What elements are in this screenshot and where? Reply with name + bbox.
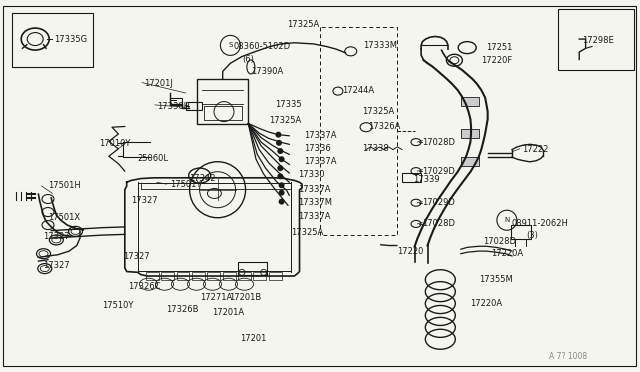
Bar [461, 157, 479, 166]
Text: 17335G: 17335G [54, 35, 88, 44]
Bar [207, 272, 220, 280]
Text: 17337A: 17337A [304, 131, 337, 140]
Circle shape [277, 173, 284, 179]
Text: 17333M: 17333M [364, 41, 397, 50]
Text: 17339: 17339 [413, 175, 440, 184]
Circle shape [275, 132, 282, 138]
Text: 17029D: 17029D [422, 198, 455, 207]
Bar [461, 97, 479, 106]
Circle shape [277, 165, 284, 171]
Text: 17028D: 17028D [422, 219, 456, 228]
Circle shape [277, 148, 284, 154]
Circle shape [278, 199, 285, 205]
Bar [170, 98, 182, 105]
Text: (3): (3) [526, 231, 538, 240]
Text: 17342: 17342 [189, 174, 215, 183]
Text: 08360-5102D: 08360-5102D [234, 42, 291, 51]
Text: 17330: 17330 [298, 170, 324, 179]
Circle shape [278, 190, 285, 196]
Bar [461, 129, 479, 138]
Text: (6): (6) [242, 55, 254, 64]
Bar [12, 13, 93, 67]
Text: 17335: 17335 [275, 100, 302, 109]
Bar [197, 79, 248, 124]
Bar [253, 272, 266, 280]
Text: 17337A: 17337A [298, 185, 330, 194]
Text: 17201J: 17201J [144, 79, 173, 88]
Bar [223, 272, 236, 280]
Circle shape [278, 156, 285, 162]
Circle shape [276, 140, 282, 146]
Text: 17501Y: 17501Y [170, 180, 201, 189]
Text: 17338: 17338 [362, 144, 388, 153]
Text: 17271A: 17271A [200, 293, 232, 302]
Text: 17501H: 17501H [48, 182, 81, 190]
Text: 17501X: 17501X [48, 213, 80, 222]
Text: 17336: 17336 [304, 144, 331, 153]
Bar [186, 102, 202, 110]
Text: 17327: 17327 [44, 262, 70, 270]
Text: 17326B: 17326B [166, 305, 199, 314]
Bar [192, 272, 205, 280]
Bar [146, 272, 159, 280]
Text: 17201B: 17201B [229, 293, 261, 302]
Bar [402, 173, 421, 182]
Bar [558, 9, 634, 70]
Text: 25060L: 25060L [138, 154, 168, 163]
Bar [161, 272, 174, 280]
Text: 17327: 17327 [44, 232, 70, 241]
Text: 17029D: 17029D [422, 167, 455, 176]
Text: 17325A: 17325A [269, 116, 301, 125]
Bar [204, 106, 242, 120]
Text: 17355M: 17355M [479, 275, 513, 284]
Bar [177, 272, 189, 280]
Text: 17222: 17222 [522, 145, 548, 154]
Text: 17337M: 17337M [298, 198, 332, 207]
Text: 17325A: 17325A [362, 107, 394, 116]
Text: 17220: 17220 [397, 247, 423, 256]
Text: 17337A: 17337A [304, 157, 337, 166]
Text: 17028D: 17028D [422, 138, 456, 147]
Text: 17220A: 17220A [492, 249, 524, 258]
Text: 17325A: 17325A [287, 20, 319, 29]
Bar [238, 272, 251, 280]
Text: 17028D: 17028D [483, 237, 516, 246]
Text: 17337A: 17337A [298, 212, 330, 221]
Text: 17390A: 17390A [251, 67, 283, 76]
Text: 17326C: 17326C [128, 282, 161, 291]
Text: 17201A: 17201A [212, 308, 244, 317]
Bar [511, 225, 531, 239]
Circle shape [278, 182, 285, 188]
Text: 17327: 17327 [131, 196, 158, 205]
Bar [269, 272, 282, 280]
Text: A 7? 1008: A 7? 1008 [549, 352, 588, 361]
Text: 17326A: 17326A [368, 122, 401, 131]
Text: S: S [228, 42, 232, 48]
Text: 17220F: 17220F [481, 56, 513, 65]
Text: 17251: 17251 [486, 43, 513, 52]
Text: 17201: 17201 [240, 334, 266, 343]
Text: 17510Y: 17510Y [102, 301, 134, 310]
Text: 17220A: 17220A [470, 299, 502, 308]
Text: 17325A: 17325A [291, 228, 323, 237]
Text: 17298E: 17298E [582, 36, 614, 45]
Text: 17244A: 17244A [342, 86, 374, 94]
Text: 08911-2062H: 08911-2062H [512, 219, 569, 228]
Bar [238, 262, 267, 275]
Text: 17327: 17327 [123, 252, 150, 261]
Text: 17330H: 17330H [157, 102, 190, 110]
Text: N: N [504, 217, 509, 223]
Text: 17010Y: 17010Y [99, 139, 131, 148]
